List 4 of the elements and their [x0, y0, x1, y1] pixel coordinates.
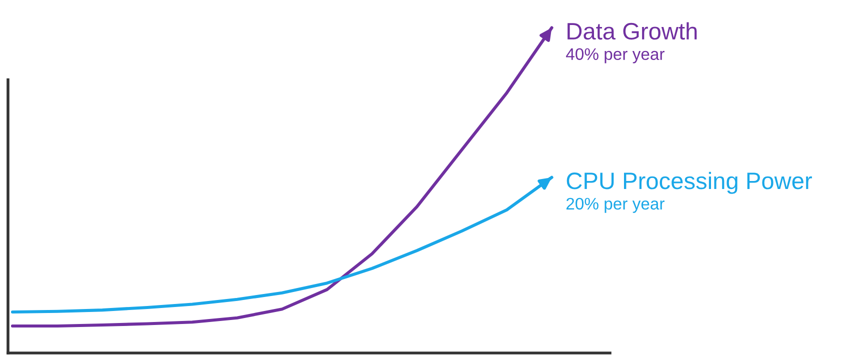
legend-label: Data Growth: [568, 22, 697, 40]
annotation: 40% per year: [566, 48, 664, 64]
legend-label: CPU Processing Power: [566, 172, 812, 194]
annotation: 20% per year: [566, 198, 664, 213]
